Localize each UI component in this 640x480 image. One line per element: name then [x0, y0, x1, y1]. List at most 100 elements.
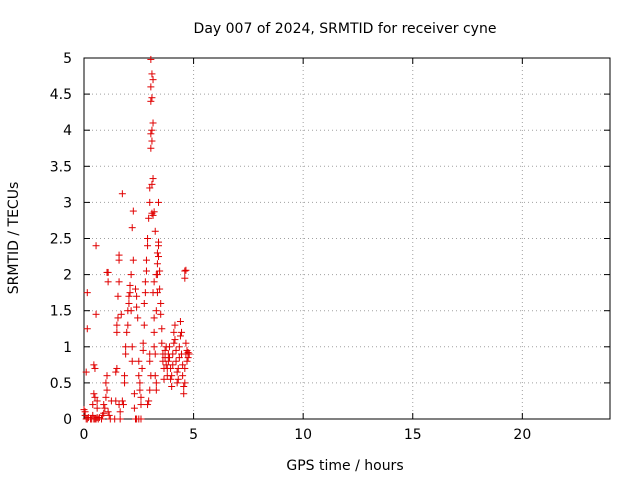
data-point — [139, 346, 147, 354]
data-point — [127, 307, 135, 315]
data-point — [129, 207, 137, 215]
data-point — [93, 397, 101, 405]
data-point — [140, 321, 148, 329]
y-tick-labels: 0 0.5 1 1.5 2 2.5 3 3.5 4 4.5 5 — [50, 51, 72, 428]
data-point — [136, 386, 144, 394]
y-tick-label: 1.5 — [50, 304, 72, 320]
data-point — [170, 339, 178, 347]
data-point — [147, 144, 155, 152]
data-point — [92, 310, 100, 318]
y-tick-label: 2.5 — [50, 232, 72, 248]
data-point — [104, 278, 112, 286]
data-point — [116, 415, 124, 423]
data-point — [160, 375, 168, 383]
data-point — [112, 397, 120, 405]
data-point — [174, 375, 182, 383]
data-point — [101, 404, 109, 412]
data-point — [83, 289, 91, 297]
data-point — [150, 278, 158, 286]
data-point — [113, 321, 121, 329]
data-point — [126, 281, 134, 289]
data-point — [147, 83, 155, 91]
data-point — [141, 289, 149, 297]
data-point — [137, 401, 145, 409]
data-point — [175, 343, 183, 351]
data-point — [155, 242, 163, 250]
data-point — [182, 339, 190, 347]
data-point — [153, 260, 161, 268]
data-point — [135, 372, 143, 380]
data-point — [130, 390, 138, 398]
data-point — [167, 364, 175, 372]
data-point — [180, 383, 188, 391]
data-point — [169, 361, 177, 369]
data-point — [144, 242, 152, 250]
data-point — [180, 390, 188, 398]
data-point — [93, 404, 101, 412]
data-point — [145, 397, 153, 405]
y-tick-label: 0 — [63, 412, 72, 428]
x-tick-label: 0 — [80, 427, 89, 443]
data-point — [132, 415, 140, 423]
data-point — [82, 368, 90, 376]
y-tick-label: 5 — [63, 51, 72, 67]
data-point — [171, 321, 179, 329]
data-point — [176, 332, 184, 340]
data-point — [104, 268, 112, 276]
data-point — [144, 401, 152, 409]
y-tick-label: 2 — [63, 268, 72, 284]
data-point — [114, 314, 122, 322]
data-point — [128, 224, 136, 232]
data-point — [90, 361, 98, 369]
data-point — [185, 350, 193, 358]
data-point — [150, 314, 158, 322]
data-point — [115, 278, 123, 286]
data-point — [181, 379, 189, 387]
data-point — [149, 119, 157, 127]
data-point — [151, 227, 159, 235]
data-point — [158, 325, 166, 333]
data-point — [149, 175, 157, 183]
data-point — [152, 379, 160, 387]
data-point — [83, 325, 91, 333]
data-point — [161, 346, 169, 354]
data-point — [147, 372, 155, 380]
data-point — [179, 372, 187, 380]
data-point — [158, 339, 166, 347]
data-point — [169, 350, 177, 358]
data-point — [147, 55, 155, 63]
data-point — [137, 393, 145, 401]
data-point — [181, 274, 189, 282]
data-point — [171, 336, 179, 344]
data-point — [89, 411, 97, 419]
data-point — [114, 292, 122, 300]
data-point — [128, 357, 136, 365]
x-tick-label: 5 — [189, 427, 198, 443]
data-points — [80, 55, 193, 423]
grid-lines — [84, 58, 610, 419]
data-point — [156, 267, 164, 275]
data-point — [129, 256, 137, 264]
data-point — [146, 198, 154, 206]
data-point — [182, 266, 190, 274]
data-point — [151, 350, 159, 358]
data-point — [147, 97, 155, 105]
y-tick-label: 1 — [63, 340, 72, 356]
data-point — [102, 379, 110, 387]
data-point — [172, 346, 180, 354]
data-point — [173, 368, 181, 376]
data-point — [104, 408, 112, 416]
data-point — [89, 401, 97, 409]
y-axis-title: SRMTID / TECUs — [6, 182, 22, 295]
x-tick-label: 15 — [404, 427, 422, 443]
axis-ticks — [83, 57, 610, 420]
data-point — [134, 314, 142, 322]
data-point — [145, 214, 153, 222]
data-point — [181, 364, 189, 372]
data-point — [103, 372, 111, 380]
data-point — [155, 253, 163, 261]
data-point — [148, 126, 156, 134]
data-point — [165, 343, 173, 351]
data-point — [125, 292, 133, 300]
data-point — [178, 328, 186, 336]
